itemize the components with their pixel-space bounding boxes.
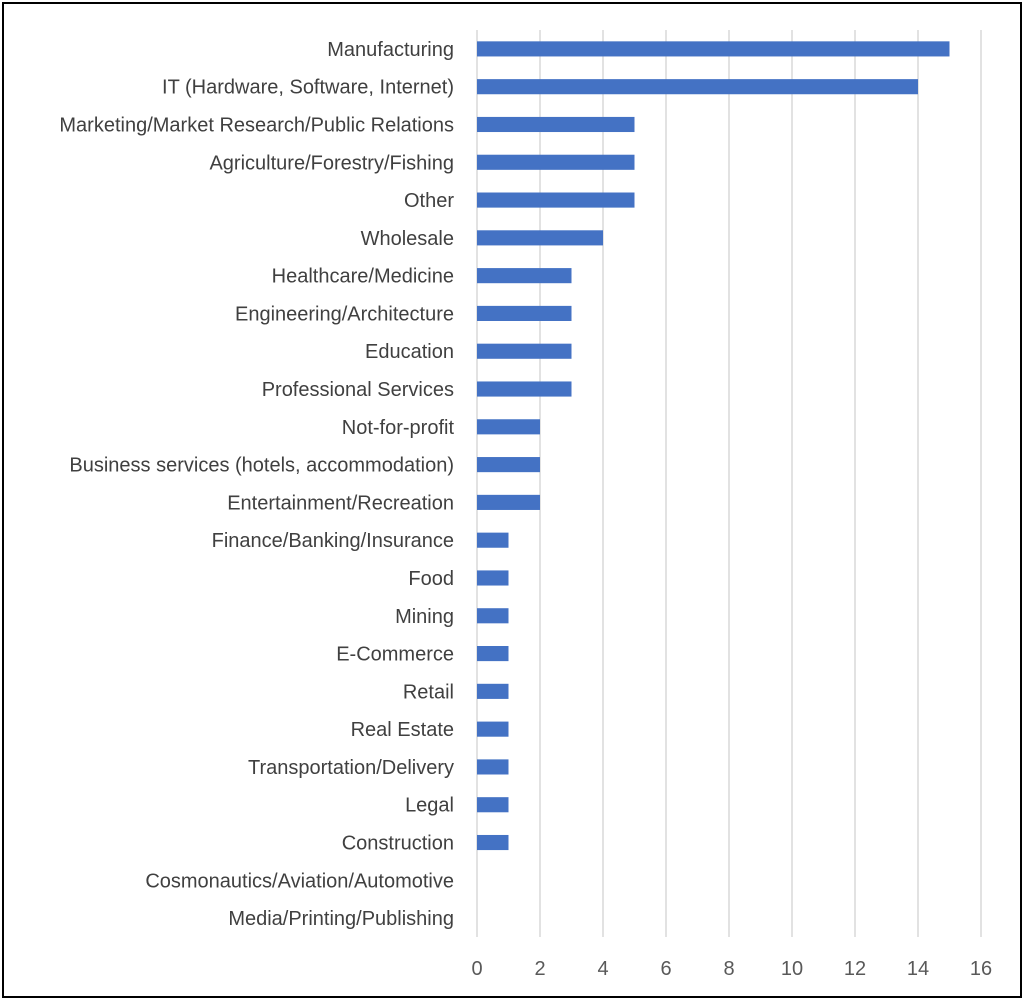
x-tick-label: 8 bbox=[723, 958, 734, 980]
x-tick-label: 4 bbox=[597, 958, 608, 980]
category-label: Manufacturing bbox=[327, 39, 454, 61]
category-label: Media/Printing/Publishing bbox=[228, 908, 454, 930]
bar bbox=[477, 230, 603, 246]
x-tick-label: 14 bbox=[907, 958, 929, 980]
category-label: Real Estate bbox=[351, 719, 454, 741]
bar bbox=[477, 381, 572, 397]
x-tick-label: 0 bbox=[471, 958, 482, 980]
category-label: Entertainment/Recreation bbox=[227, 492, 454, 514]
bar bbox=[477, 192, 635, 208]
bar bbox=[477, 154, 635, 170]
x-tick-label: 16 bbox=[970, 958, 992, 980]
category-label: Transportation/Delivery bbox=[248, 757, 454, 779]
category-label: Retail bbox=[403, 681, 454, 703]
category-label: Professional Services bbox=[262, 379, 454, 401]
x-tick-label: 6 bbox=[660, 958, 671, 980]
category-label: Finance/Banking/Insurance bbox=[212, 530, 454, 552]
bar bbox=[477, 834, 509, 851]
bar bbox=[477, 41, 950, 57]
bar bbox=[477, 457, 540, 473]
category-label: Mining bbox=[395, 606, 454, 628]
x-tick-label: 12 bbox=[844, 958, 866, 980]
category-label: Wholesale bbox=[361, 228, 454, 250]
x-tick-label: 10 bbox=[781, 958, 803, 980]
category-label: Education bbox=[365, 341, 454, 363]
category-label: E-Commerce bbox=[336, 644, 454, 666]
category-label: Food bbox=[408, 568, 454, 590]
category-label: Business services (hotels, accommodation… bbox=[69, 455, 454, 477]
category-label: Healthcare/Medicine bbox=[272, 266, 454, 288]
bar bbox=[477, 608, 509, 624]
x-tick-label: 2 bbox=[534, 958, 545, 980]
category-label: Engineering/Architecture bbox=[235, 303, 454, 325]
bar bbox=[477, 419, 540, 435]
bar bbox=[477, 759, 509, 775]
category-labels: Manufacturing IT (Hardware, Software, Int… bbox=[59, 39, 454, 930]
category-label: Agriculture/Forestry/Fishing bbox=[209, 152, 454, 174]
category-label: Cosmonautics/Aviation/Automotive bbox=[145, 870, 454, 892]
bar bbox=[477, 797, 509, 813]
bars bbox=[477, 41, 950, 851]
bar bbox=[477, 268, 572, 284]
bar bbox=[477, 532, 509, 548]
bar bbox=[477, 343, 572, 359]
category-label: Other bbox=[404, 190, 454, 212]
category-label: Construction bbox=[342, 833, 454, 855]
gridlines bbox=[476, 30, 982, 937]
category-label: Legal bbox=[405, 795, 454, 817]
category-label: Not-for-profit bbox=[342, 417, 455, 439]
bar bbox=[477, 646, 509, 662]
category-label: IT (Hardware, Software, Internet) bbox=[162, 77, 454, 99]
bar bbox=[477, 494, 540, 510]
bar bbox=[477, 570, 509, 586]
x-tick-labels: 0 2 4 6 8 10 12 14 16 bbox=[471, 958, 992, 980]
bar bbox=[477, 683, 509, 699]
bar bbox=[477, 305, 572, 321]
bar bbox=[477, 79, 918, 95]
bar bbox=[477, 721, 509, 737]
category-label: Marketing/Market Research/Public Relatio… bbox=[59, 114, 454, 136]
bar bbox=[477, 116, 635, 133]
